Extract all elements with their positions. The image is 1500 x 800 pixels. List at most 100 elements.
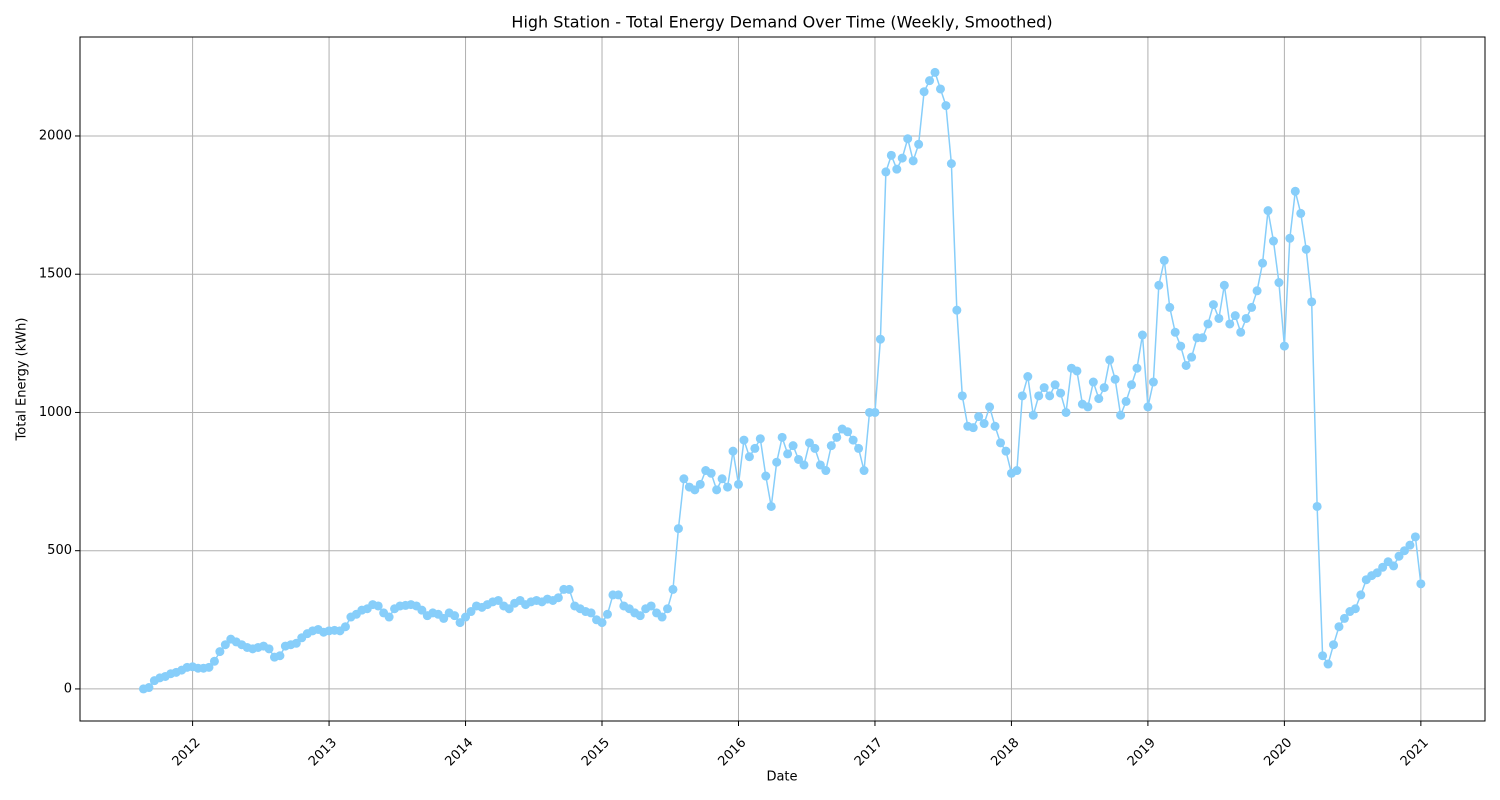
point [586,608,596,618]
point [1132,363,1142,373]
x-tick-label: 2014 [442,735,476,769]
point [957,391,967,401]
point [1012,466,1022,476]
point [1307,297,1317,307]
point [935,84,945,94]
point [941,101,951,111]
point [990,421,1000,431]
point [461,612,471,622]
point [996,438,1006,448]
point [1394,551,1404,561]
point [755,434,765,444]
point [1072,366,1082,376]
point [564,584,574,594]
point [1203,319,1213,329]
point [1154,280,1164,290]
x-tick-label: 2012 [170,735,204,769]
x-tick-label: 2021 [1398,735,1432,769]
point [1143,402,1153,412]
point [744,452,754,462]
point [881,167,891,177]
point [291,638,301,648]
point [1263,206,1273,216]
point [1339,613,1349,623]
point [646,601,656,611]
point [1061,407,1071,417]
point [597,618,607,628]
point [1034,391,1044,401]
y-tick-label: 0 [64,681,72,696]
point [1159,255,1169,265]
point [1197,333,1207,343]
point [1274,278,1284,288]
point [1296,208,1306,218]
point [1399,546,1409,556]
point [1094,394,1104,404]
point [417,605,427,615]
point [493,595,503,605]
point [1334,622,1344,632]
x-tick-label: 2013 [306,735,340,769]
point [1148,377,1158,387]
point [832,432,842,442]
y-axis-label: Total Energy (kWh) [15,318,30,442]
point [553,593,563,603]
point [761,471,771,481]
point [1181,360,1191,370]
point [925,76,935,86]
point [815,460,825,470]
point [1050,380,1060,390]
point [1170,327,1180,337]
point [1127,380,1137,390]
point [723,482,733,492]
point [854,443,864,453]
point [220,640,230,650]
point [886,150,896,160]
point [1301,244,1311,254]
point [1279,341,1289,351]
point [679,474,689,484]
point [275,651,285,661]
point [1323,659,1333,669]
point [1176,341,1186,351]
point [892,164,902,174]
point [1116,410,1126,420]
point [602,609,612,619]
point [663,604,673,614]
point [1252,286,1262,296]
point [766,501,776,511]
point [712,485,722,495]
point [826,441,836,451]
point [821,466,831,476]
point [799,460,809,470]
point [1105,355,1115,365]
point [985,402,995,412]
point [875,334,885,344]
point [373,601,383,611]
point [1416,579,1426,589]
point [1001,446,1011,456]
x-tick-label: 2015 [579,735,613,769]
point [450,611,460,621]
point [903,134,913,144]
x-tick-label: 2016 [715,735,749,769]
point [1110,374,1120,384]
point [340,622,350,632]
point [750,443,760,453]
point [613,590,623,600]
point [946,159,956,169]
point [717,474,727,484]
point [504,604,514,614]
point [1214,313,1224,323]
point [657,612,667,622]
point [1312,501,1322,511]
point [1083,402,1093,412]
point [1137,330,1147,340]
point [706,468,716,478]
point [204,662,214,672]
y-tick-label: 2000 [39,128,72,143]
x-tick-label: 2020 [1261,735,1295,769]
point [455,618,465,628]
point [1121,396,1131,406]
